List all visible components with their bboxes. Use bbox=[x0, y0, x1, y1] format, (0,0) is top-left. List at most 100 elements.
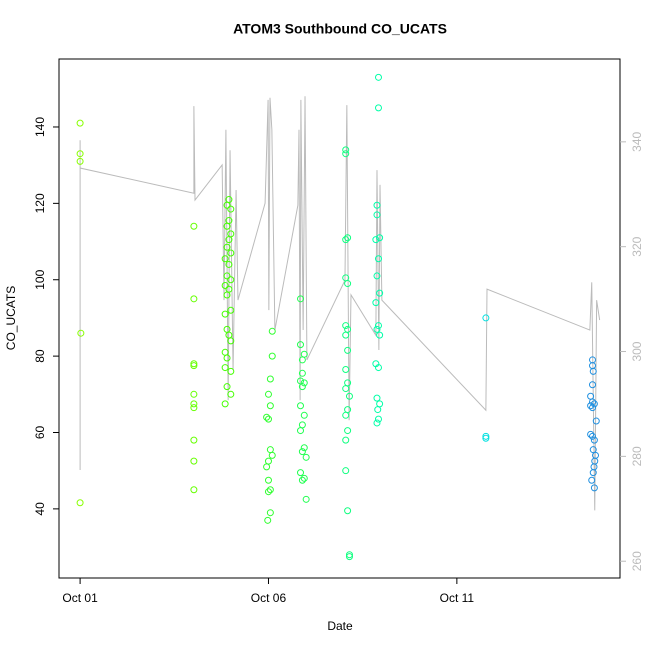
data-point bbox=[372, 299, 380, 307]
data-point bbox=[227, 337, 235, 345]
x-tick-label: Oct 01 bbox=[62, 591, 98, 605]
data-point bbox=[266, 446, 274, 454]
data-point bbox=[298, 356, 306, 364]
y-tick-label: 80 bbox=[33, 349, 47, 363]
data-point bbox=[227, 390, 235, 398]
y2-tick-label: 300 bbox=[630, 341, 644, 361]
data-point bbox=[376, 234, 384, 242]
data-point bbox=[227, 205, 235, 213]
data-point bbox=[342, 236, 350, 244]
data-point bbox=[344, 234, 352, 242]
data-point bbox=[264, 415, 272, 423]
data-point bbox=[190, 404, 198, 412]
y2-tick-label: 280 bbox=[630, 446, 644, 466]
data-point bbox=[223, 354, 231, 362]
data-point bbox=[373, 211, 381, 219]
data-point bbox=[190, 436, 198, 444]
data-point bbox=[190, 295, 198, 303]
data-point bbox=[589, 446, 597, 454]
data-point bbox=[587, 402, 595, 410]
data-point bbox=[587, 392, 595, 400]
data-point bbox=[225, 236, 233, 244]
data-point bbox=[190, 360, 198, 368]
y-tick-label: 60 bbox=[33, 426, 47, 440]
data-point bbox=[221, 281, 229, 289]
data-point bbox=[190, 390, 198, 398]
x-axis-label: Date bbox=[327, 619, 353, 633]
data-point bbox=[345, 553, 353, 561]
data-point bbox=[300, 411, 308, 419]
data-point bbox=[264, 457, 272, 465]
data-point bbox=[221, 310, 229, 318]
data-point bbox=[227, 276, 235, 284]
data-point bbox=[374, 415, 382, 423]
data-point bbox=[297, 341, 305, 349]
data-point bbox=[588, 381, 596, 389]
data-point bbox=[482, 434, 490, 442]
data-point bbox=[227, 367, 235, 375]
data-point bbox=[266, 486, 274, 494]
data-point bbox=[223, 291, 231, 299]
data-point bbox=[300, 444, 308, 452]
y-axis-label: CO_UCATS bbox=[4, 286, 18, 350]
data-point bbox=[344, 346, 352, 354]
data-point bbox=[342, 411, 350, 419]
y-tick-label: 40 bbox=[33, 502, 47, 516]
data-point bbox=[76, 150, 84, 158]
data-point bbox=[223, 243, 231, 251]
data-point bbox=[592, 417, 600, 425]
y2-tick-label: 340 bbox=[630, 131, 644, 151]
data-point bbox=[76, 119, 84, 127]
data-point bbox=[264, 488, 272, 496]
data-point bbox=[342, 331, 350, 339]
data-point bbox=[589, 469, 597, 477]
data-point bbox=[221, 400, 229, 408]
data-point bbox=[266, 509, 274, 517]
data-point bbox=[345, 392, 353, 400]
data-point bbox=[588, 476, 596, 484]
data-point bbox=[297, 427, 305, 435]
data-point bbox=[588, 432, 596, 440]
data-point bbox=[190, 222, 198, 230]
y-tick-label: 140 bbox=[33, 117, 47, 137]
data-point bbox=[344, 280, 352, 288]
y-tick-label: 120 bbox=[33, 193, 47, 213]
data-point bbox=[482, 432, 490, 440]
data-point bbox=[373, 325, 381, 333]
data-point bbox=[227, 249, 235, 257]
data-point bbox=[227, 306, 235, 314]
data-point bbox=[376, 400, 384, 408]
chart-title: ATOM3 Southbound CO_UCATS bbox=[233, 21, 447, 37]
data-point bbox=[373, 419, 381, 427]
data-point bbox=[225, 260, 233, 268]
data-point bbox=[264, 476, 272, 484]
data-point bbox=[342, 146, 350, 154]
data-point bbox=[587, 430, 595, 438]
data-point bbox=[345, 551, 353, 559]
data-point bbox=[374, 406, 382, 414]
data-point bbox=[374, 255, 382, 263]
data-point bbox=[76, 157, 84, 165]
data-point bbox=[190, 400, 198, 408]
data-point bbox=[588, 404, 596, 412]
data-point bbox=[374, 73, 382, 81]
data-point bbox=[190, 362, 198, 370]
data-point bbox=[300, 474, 308, 482]
data-point bbox=[263, 413, 271, 421]
data-point bbox=[374, 104, 382, 112]
data-point bbox=[297, 402, 305, 410]
data-point bbox=[264, 516, 272, 524]
data-point bbox=[590, 484, 598, 492]
data-point bbox=[373, 394, 381, 402]
data-point bbox=[77, 329, 85, 337]
data-point bbox=[590, 400, 598, 408]
data-point bbox=[376, 331, 384, 339]
data-point bbox=[482, 314, 490, 322]
data-point bbox=[373, 272, 381, 280]
data-point bbox=[373, 201, 381, 209]
data-point bbox=[264, 390, 272, 398]
data-point bbox=[298, 476, 306, 484]
data-point bbox=[342, 467, 350, 475]
x-tick-label: Oct 11 bbox=[440, 591, 475, 605]
